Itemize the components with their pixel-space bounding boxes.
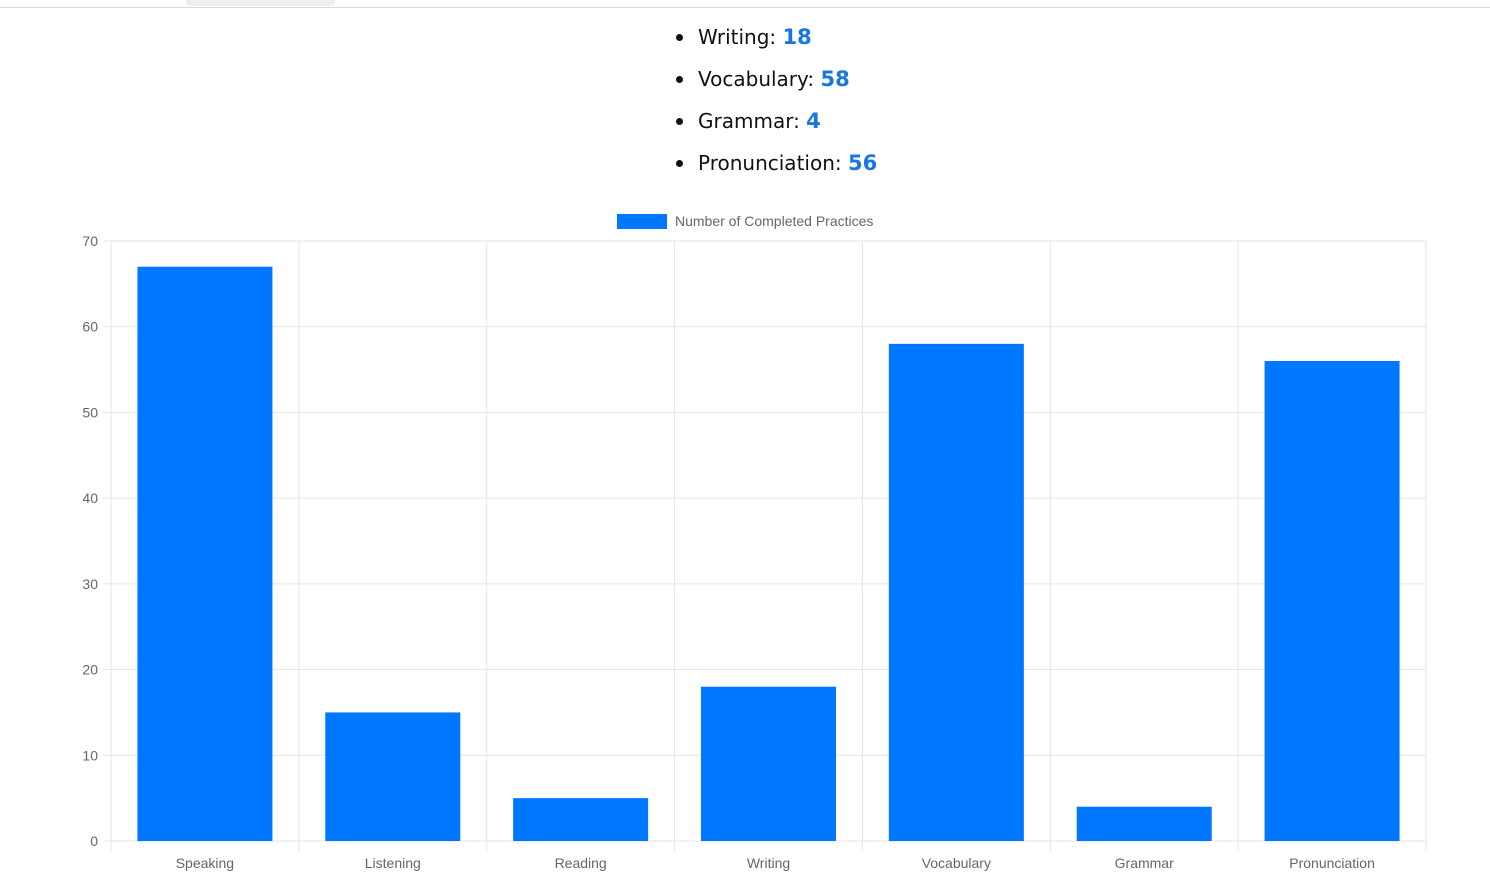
y-tick-label: 40 [82,490,98,506]
practice-stats-list: Writing: 18 Vocabulary: 58 Grammar: 4 Pr… [672,20,877,188]
y-tick-label: 30 [82,576,98,592]
x-tick-label: Grammar [1115,855,1174,871]
bar-writing[interactable] [701,686,836,841]
y-tick-label: 60 [82,319,98,335]
bar-chart: Number of Completed Practices 0 10 20 30 40 5… [82,213,1427,871]
x-tick-label: Reading [555,855,607,871]
bar-listening[interactable] [325,712,461,841]
stat-item-grammar: Grammar: 4 [672,104,877,146]
legend-swatch [617,214,667,229]
x-tick-label: Writing [747,855,790,871]
stat-label: Pronunciation: [698,151,842,175]
stat-label: Writing: [698,25,777,49]
bar-series [137,266,1400,841]
y-tick-label: 70 [82,233,98,249]
browser-tab[interactable] [186,0,335,6]
legend-label: Number of Completed Practices [675,213,873,229]
stat-value: 18 [782,25,812,49]
bar-speaking[interactable] [137,266,273,841]
x-tick-label: Listening [365,855,421,871]
x-tick-label: Pronunciation [1289,855,1375,871]
chart-legend[interactable]: Number of Completed Practices [617,213,873,229]
stat-value: 56 [847,151,878,175]
y-tick-label: 50 [82,404,98,420]
x-axis: Speaking Listening Reading Writing Vocabular… [176,855,1375,871]
bar-grammar[interactable] [1076,806,1212,841]
stat-item-writing: Writing: 18 [672,20,877,62]
y-axis: 0 10 20 30 40 50 60 70 [82,233,98,849]
stat-item-pronunciation: Pronunciation: 56 [672,146,877,188]
y-tick-label: 10 [82,747,98,763]
x-tick-label: Speaking [176,855,234,871]
stat-item-vocabulary: Vocabulary: 58 [672,62,877,104]
chart-grid [103,240,1427,851]
bar-pronunciation[interactable] [1264,361,1400,841]
bullet-icon [676,160,683,167]
y-tick-label: 20 [82,662,98,678]
top-divider [0,7,1490,8]
stat-value: 58 [820,67,850,91]
bar-reading[interactable] [513,798,649,841]
x-tick-label: Vocabulary [922,855,991,871]
stat-label: Grammar: [698,109,800,133]
bullet-icon [676,76,683,83]
bullet-icon [676,118,683,125]
stat-label: Vocabulary: [698,67,815,91]
bullet-icon [676,34,683,41]
bar-vocabulary[interactable] [888,343,1024,841]
stat-value: 4 [806,109,821,133]
y-tick-label: 0 [90,833,98,849]
